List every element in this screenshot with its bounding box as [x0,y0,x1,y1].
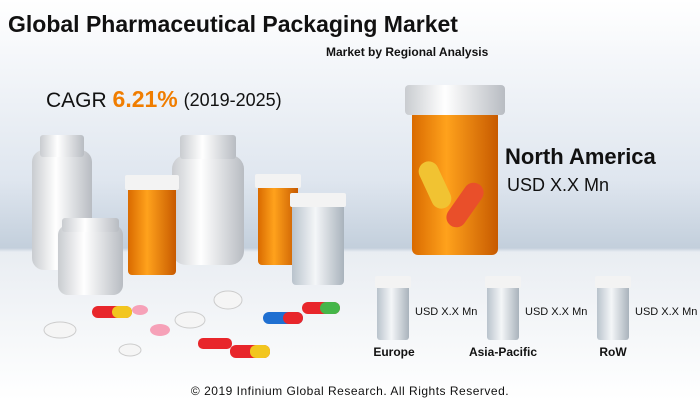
bottles-group [32,85,631,358]
region-value: USD X.X Mn [415,306,477,318]
cagr-line: CAGR 6.21% (2019-2025) [46,86,282,112]
cagr-label: CAGR [46,89,107,112]
region-name: Asia-Pacific [469,345,537,359]
featured-region-value: USD X.X Mn [507,175,609,195]
footer: © 2019 Infinium Global Research. All Rig… [191,384,509,398]
subtitle: Market by Regional Analysis [326,45,489,59]
region-name: RoW [599,345,627,359]
region-value: USD X.X Mn [635,306,697,318]
region-name: Europe [373,345,415,359]
cagr-period: (2019-2025) [184,90,282,110]
region-value: USD X.X Mn [525,306,587,318]
featured-region-name: North America [505,144,657,169]
cagr-value: 6.21% [113,86,178,112]
title: Global Pharmaceutical Packaging Market [8,11,458,37]
